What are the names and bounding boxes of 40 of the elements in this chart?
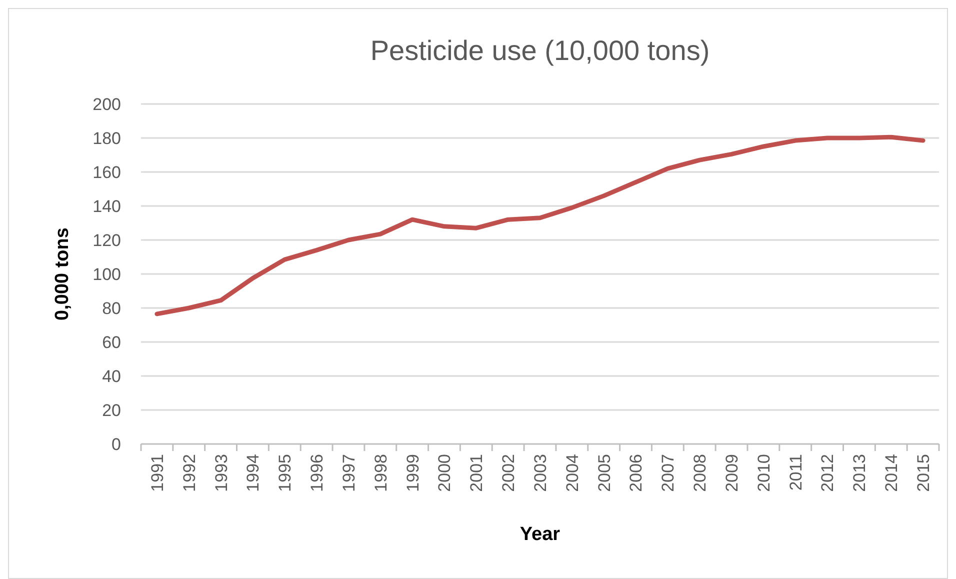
x-tick-label: 1995 [276,454,295,492]
x-tick-label: 2004 [562,454,582,492]
x-tick-label: 1992 [180,454,199,492]
x-tick-label: 2003 [530,454,550,492]
y-tick-label: 200 [92,94,121,114]
y-tick-label: 180 [92,128,121,148]
y-axis-title: 0,000 tons [52,228,73,320]
y-tick-label: 60 [102,332,121,352]
x-tick-label: 2012 [818,454,838,492]
x-tick-label: 2010 [754,454,774,492]
y-tick-label: 160 [92,162,121,182]
x-tick-label: 2005 [594,454,614,492]
y-tick-label: 40 [102,366,121,386]
x-tick-label: 2001 [467,454,486,492]
x-tick-label: 2002 [499,454,518,492]
x-tick-label: 1999 [403,454,422,492]
y-tick-label: 0 [112,434,121,454]
x-tick-label: 1997 [339,454,358,492]
x-tick-label: 2011 [786,454,806,491]
x-tick-label: 2015 [914,454,933,492]
x-tick-label: 1998 [371,454,390,492]
y-tick-label: 80 [102,298,121,318]
x-tick-label: 2006 [626,454,646,492]
y-tick-label: 120 [92,230,121,250]
line-series [154,134,926,316]
x-tick-label: 1993 [212,454,231,492]
x-tick-label: 1996 [308,454,327,492]
x-tick-label: 2008 [690,454,710,492]
x-tick-label: 2009 [722,454,742,492]
y-tick-label: 140 [92,196,121,216]
y-tick-label: 20 [102,400,121,420]
x-tick-label: 2013 [850,454,870,492]
x-axis-title: Year [520,524,561,545]
x-tick-label: 2007 [658,454,678,492]
x-tick-label: 1991 [148,454,167,492]
x-tick-label: 2000 [435,454,454,492]
y-tick-label: 100 [92,264,121,284]
x-tick-label: 2014 [882,454,902,492]
x-tick-label: 1994 [244,454,263,492]
chart-title: Pesticide use (10,000 tons) [370,35,710,66]
